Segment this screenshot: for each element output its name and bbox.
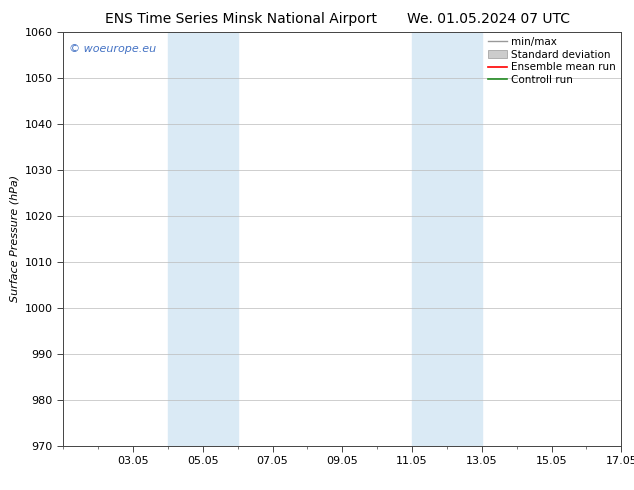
Legend: min/max, Standard deviation, Ensemble mean run, Controll run: min/max, Standard deviation, Ensemble me… (485, 34, 619, 88)
Bar (412, 32, 482, 446)
Text: We. 01.05.2024 07 UTC: We. 01.05.2024 07 UTC (406, 12, 570, 26)
Text: ENS Time Series Minsk National Airport: ENS Time Series Minsk National Airport (105, 12, 377, 26)
Text: © woeurope.eu: © woeurope.eu (69, 44, 156, 54)
Bar (168, 32, 238, 446)
Y-axis label: Surface Pressure (hPa): Surface Pressure (hPa) (10, 175, 19, 302)
